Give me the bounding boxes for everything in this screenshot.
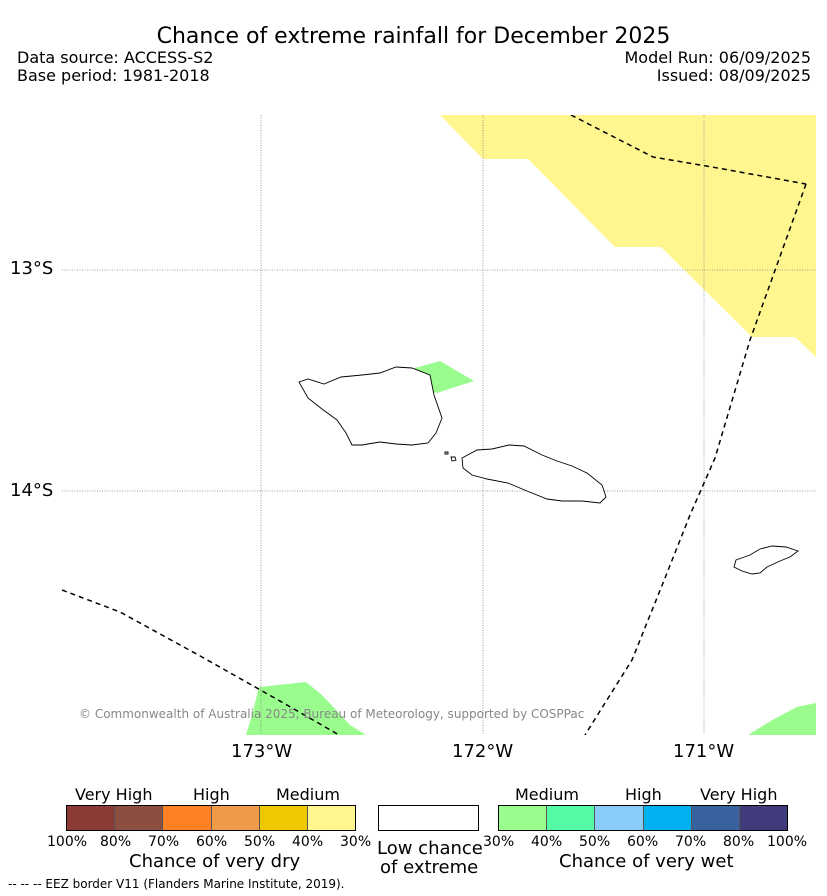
wet-category-very-high: Very High xyxy=(700,785,778,804)
dry-category-high: High xyxy=(193,785,230,804)
manono-islet xyxy=(444,451,449,455)
wet-colorbar xyxy=(498,805,788,831)
dry-swatch-40-30 xyxy=(307,806,356,830)
graticule xyxy=(62,115,816,735)
dry-swatch-60-50 xyxy=(211,806,260,830)
wet-tick-50: 50% xyxy=(579,834,611,850)
wet-swatch-70-80 xyxy=(691,806,740,830)
wet-swatch-60-70 xyxy=(643,806,692,830)
data-source: Data source: ACCESS-S2 xyxy=(17,48,214,67)
dry-tick-60: 60% xyxy=(196,834,228,850)
model-run: Model Run: 06/09/2025 xyxy=(624,48,812,67)
upolu-island xyxy=(461,444,607,504)
dry-swatch-70-60 xyxy=(163,806,212,830)
dry-colorbar xyxy=(66,805,356,831)
wet-tick-60: 60% xyxy=(627,834,659,850)
wet-tick-100: 100% xyxy=(767,834,808,850)
copyright-notice: © Commonwealth of Australia 2025, Bureau… xyxy=(79,707,585,721)
eez-border-southwest xyxy=(62,589,340,735)
wet-swatch-40-50 xyxy=(547,806,596,830)
map-canvas xyxy=(62,115,816,735)
wet-tick-80: 80% xyxy=(723,834,755,850)
dry-tick-80: 80% xyxy=(100,834,132,850)
lon-label-172w: 172°W xyxy=(452,741,514,762)
apolima-islet xyxy=(450,456,457,462)
low-chance-caption-line1: Low chance xyxy=(377,838,483,859)
lat-label-14s: 14°S xyxy=(10,480,54,501)
dry-swatch-100-80 xyxy=(67,806,116,830)
dry-swatch-80-70 xyxy=(115,806,164,830)
wet-tick-40: 40% xyxy=(531,834,563,850)
map-title: Chance of extreme rainfall for December … xyxy=(156,24,671,49)
wet-caption: Chance of very wet xyxy=(559,851,734,872)
wet-region-bottom-left xyxy=(246,682,366,735)
dry-category-medium: Medium xyxy=(276,785,340,804)
tutuila-island xyxy=(733,545,799,575)
dry-tick-70: 70% xyxy=(148,834,180,850)
dry-region-yellow xyxy=(440,115,816,357)
eez-border-east xyxy=(584,183,807,735)
eez-borders xyxy=(62,115,807,735)
low-chance-caption-line2: of extreme xyxy=(380,857,479,878)
map-panel xyxy=(62,115,816,735)
dry-tick-50: 50% xyxy=(244,834,276,850)
dry-caption: Chance of very dry xyxy=(129,851,301,872)
land-outlines xyxy=(298,366,799,575)
wet-tick-70: 70% xyxy=(675,834,707,850)
base-period: Base period: 1981-2018 xyxy=(17,66,210,85)
wet-swatch-80-100 xyxy=(739,806,788,830)
eez-footnote: -- -- -- EEZ border V11 (Flanders Marine… xyxy=(8,877,345,891)
dry-swatch-50-40 xyxy=(259,806,308,830)
low-chance-swatch xyxy=(378,805,479,831)
savaii-island xyxy=(298,366,443,446)
eez-border-top xyxy=(570,115,807,185)
dry-tick-100: 100% xyxy=(47,834,88,850)
issued-date: Issued: 08/09/2025 xyxy=(656,66,811,85)
lon-label-173w: 173°W xyxy=(231,741,293,762)
wet-swatch-50-60 xyxy=(595,806,644,830)
dry-tick-40: 40% xyxy=(292,834,324,850)
wet-swatch-30-40 xyxy=(499,806,548,830)
wet-tick-30: 30% xyxy=(483,834,515,850)
dry-category-very-high: Very High xyxy=(75,785,153,804)
lon-label-171w: 171°W xyxy=(673,741,735,762)
wet-category-medium: Medium xyxy=(515,785,579,804)
wet-region-bottom-right xyxy=(748,703,816,735)
wet-category-high: High xyxy=(625,785,662,804)
dry-tick-30: 30% xyxy=(340,834,372,850)
lat-label-13s: 13°S xyxy=(10,258,54,279)
